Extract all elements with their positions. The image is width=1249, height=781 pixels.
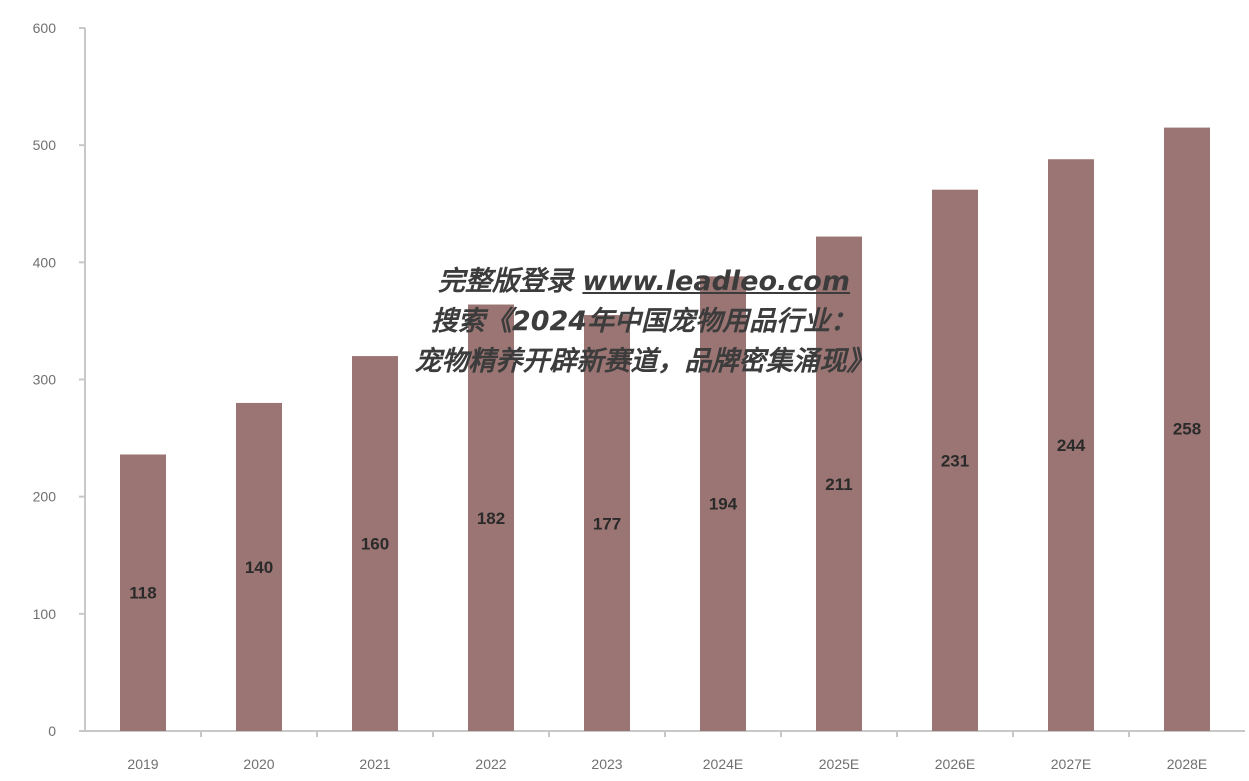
value-label-2020: 140 (245, 558, 273, 577)
value-label-2028E: 258 (1173, 420, 1201, 439)
x-tick-label: 2024E (703, 756, 743, 772)
value-label-2019: 118 (129, 584, 156, 603)
watermark-line-1: 完整版登录 www.leadleo.com (344, 262, 944, 302)
bar-2021 (352, 356, 398, 731)
value-labels: 118 140 160 182 177 194 211 231 244 258 (129, 420, 1201, 603)
value-label-2027E: 244 (1057, 436, 1086, 455)
bars (120, 127, 1210, 731)
watermark: 完整版登录 www.leadleo.com 搜索《2024年中国宠物用品行业： … (344, 262, 944, 382)
bar-2022 (468, 304, 514, 731)
y-tick-label: 200 (33, 489, 57, 505)
y-tick-label: 300 (33, 372, 57, 388)
y-tick-label: 400 (33, 254, 57, 270)
bar-2025E (816, 236, 862, 731)
value-label-2021: 160 (361, 535, 389, 554)
value-label-2024E: 194 (709, 495, 738, 514)
y-tick-label: 600 (33, 20, 57, 36)
watermark-line-3: 宠物精养开辟新赛道，品牌密集涌现》 (414, 346, 874, 377)
y-tick-label: 500 (33, 137, 57, 153)
value-label-2022: 182 (477, 509, 505, 528)
x-tick-label: 2021 (359, 756, 390, 772)
value-label-2023: 177 (593, 515, 621, 534)
y-tick-label: 100 (33, 606, 57, 622)
x-tick-label: 2023 (591, 756, 622, 772)
bar-2019 (120, 454, 166, 731)
x-tick-label: 2020 (243, 756, 274, 772)
value-label-2026E: 231 (941, 451, 969, 470)
watermark-line-2: 搜索《2024年中国宠物用品行业： (430, 306, 858, 337)
value-label-2025E: 211 (825, 475, 852, 494)
y-axis: 0 100 200 300 400 500 600 (33, 20, 86, 739)
bar-2023 (584, 315, 630, 731)
bar-2027E (1048, 159, 1094, 731)
x-tick-label: 2026E (935, 756, 975, 772)
bar-2024E (700, 276, 746, 731)
x-tick-label: 2027E (1051, 756, 1091, 772)
bar-2028E (1164, 127, 1210, 731)
watermark-prefix: 完整版登录 (438, 266, 583, 297)
x-axis: 2019 2020 2021 2022 2023 2024E 2025E 2026E 2027E… (85, 730, 1245, 772)
y-tick-label: 0 (48, 723, 56, 739)
bar-2020 (236, 402, 282, 731)
x-tick-label: 2025E (819, 756, 859, 772)
x-tick-label: 2028E (1167, 756, 1207, 772)
x-tick-label: 2019 (127, 756, 158, 772)
x-tick-label: 2022 (475, 756, 506, 772)
watermark-url[interactable]: www.leadleo.com (582, 266, 850, 297)
bar-2026E (932, 189, 978, 731)
